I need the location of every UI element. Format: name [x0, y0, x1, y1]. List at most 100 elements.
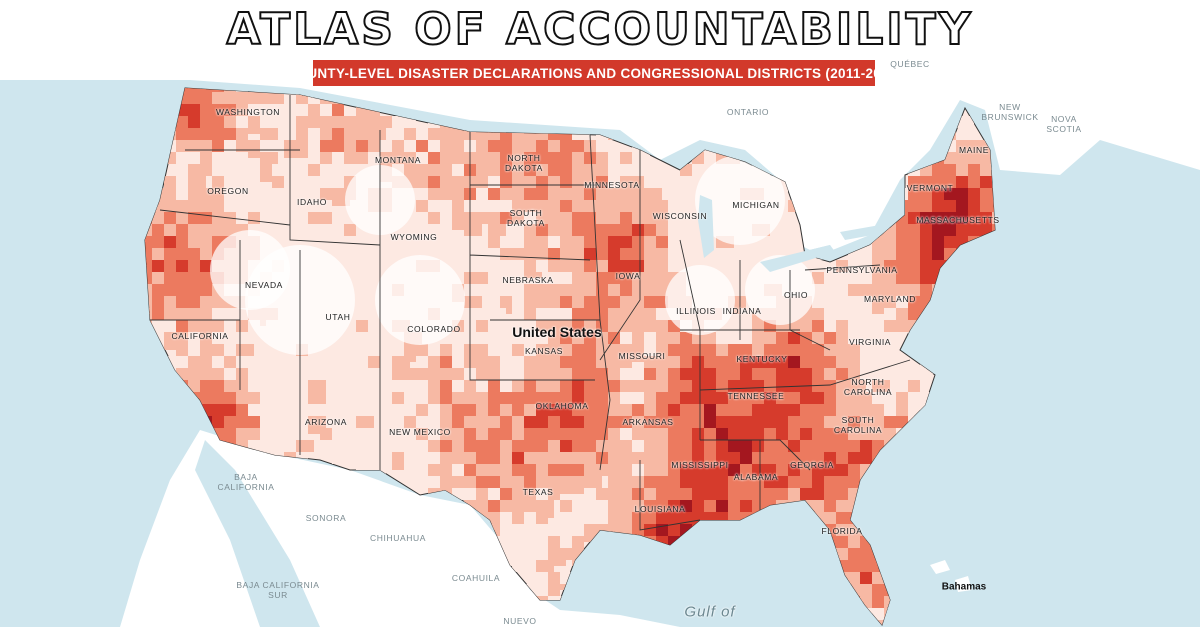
county-cell [740, 308, 752, 326]
county-cell [812, 464, 824, 476]
county-cell [164, 320, 176, 332]
county-cell [644, 272, 656, 284]
county-cell [632, 332, 644, 344]
county-cell [584, 428, 596, 440]
county-cell [524, 212, 536, 224]
county-cell [836, 368, 848, 380]
county-cell [908, 308, 920, 320]
county-cell [260, 380, 272, 392]
county-cell [308, 140, 320, 152]
county-cell [380, 392, 392, 404]
county-cell [608, 344, 620, 356]
county-cell [596, 464, 608, 476]
county-cell [560, 224, 572, 236]
county-cell [224, 92, 236, 104]
map-subtitle-banner: COUNTY-LEVEL DISASTER DECLARATIONS AND C… [286, 60, 901, 86]
county-cell [692, 332, 704, 344]
county-cell [560, 428, 572, 440]
county-cell [656, 380, 668, 392]
county-cell [704, 452, 716, 464]
county-cell [692, 404, 704, 416]
county-cell [812, 320, 824, 332]
county-cell [224, 164, 236, 182]
county-cell [188, 284, 200, 296]
county-cell [548, 488, 560, 500]
county-cell [896, 272, 908, 284]
county-cell [548, 152, 560, 164]
county-cell [716, 332, 728, 344]
county-cell [176, 248, 188, 260]
county-cell [812, 428, 824, 440]
county-cell [896, 392, 908, 404]
county-cell [476, 188, 488, 200]
county-cell [488, 296, 500, 308]
county-cell [344, 440, 356, 452]
county-cell [488, 248, 500, 260]
county-cell [512, 188, 524, 200]
county-cell [404, 440, 416, 452]
county-cell [572, 392, 584, 404]
county-cell [908, 380, 920, 392]
county-cell [464, 404, 476, 416]
county-cell [572, 476, 584, 494]
county-cell [452, 392, 464, 404]
county-cell [248, 116, 260, 134]
county-cell [608, 284, 620, 296]
county-cell [500, 416, 512, 428]
county-cell [644, 332, 656, 344]
county-cell [476, 416, 488, 428]
lake-erie-overlay [760, 245, 835, 272]
county-cell [668, 260, 680, 272]
county-cell [608, 308, 620, 320]
county-cell [776, 488, 788, 500]
county-cell [740, 428, 752, 440]
county-cell [932, 176, 944, 188]
county-cell [500, 464, 512, 476]
county-cell [212, 212, 224, 224]
county-cell [644, 164, 656, 176]
county-cell [332, 164, 344, 176]
county-cell [272, 368, 284, 386]
county-cell [584, 248, 596, 260]
county-cell [224, 428, 236, 440]
county-cell [440, 464, 452, 476]
county-cell [524, 512, 536, 524]
county-cell [560, 476, 572, 494]
county-cell [145, 236, 152, 248]
county-cell [644, 260, 656, 272]
county-cell [404, 392, 416, 404]
county-cell [668, 344, 680, 356]
county-cell [764, 404, 776, 416]
county-cell [620, 164, 632, 176]
county-cell [248, 164, 260, 182]
state-label-washington: WASHINGTON [215, 107, 281, 117]
county-cell [308, 116, 320, 128]
map-title: ATLAS OF ACCOUNTABILITY [226, 3, 974, 56]
county-cell [704, 440, 716, 452]
water-label-gulf: Gulf of [684, 603, 736, 621]
county-cell [764, 236, 776, 248]
state-label-arizona: ARIZONA [305, 417, 347, 427]
county-cell [704, 476, 716, 488]
county-cell [284, 164, 302, 182]
county-cell [440, 152, 452, 164]
county-cell [464, 440, 476, 452]
county-cell [536, 512, 548, 524]
county-cell [560, 344, 572, 356]
county-cell [728, 440, 740, 452]
county-cell [260, 404, 272, 422]
county-cell [236, 344, 254, 356]
county-cell [296, 224, 308, 236]
county-cell [152, 260, 164, 272]
county-cell [392, 248, 404, 260]
county-cell [536, 248, 548, 260]
county-cell [200, 236, 212, 248]
county-cell [512, 152, 524, 164]
county-cell [464, 476, 476, 488]
low-declaration-area [665, 265, 735, 335]
county-cell [464, 332, 482, 344]
county-cell [392, 368, 404, 380]
county-cell [716, 380, 728, 392]
county-cell [776, 464, 788, 476]
county-cell [704, 428, 716, 440]
